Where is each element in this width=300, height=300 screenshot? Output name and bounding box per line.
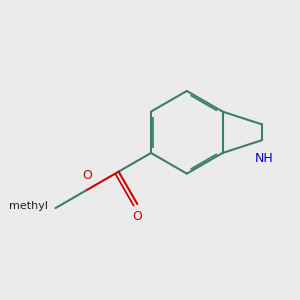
Text: O: O <box>132 210 142 223</box>
Text: NH: NH <box>254 152 273 165</box>
Text: methyl: methyl <box>9 201 48 211</box>
Text: O: O <box>82 169 92 182</box>
